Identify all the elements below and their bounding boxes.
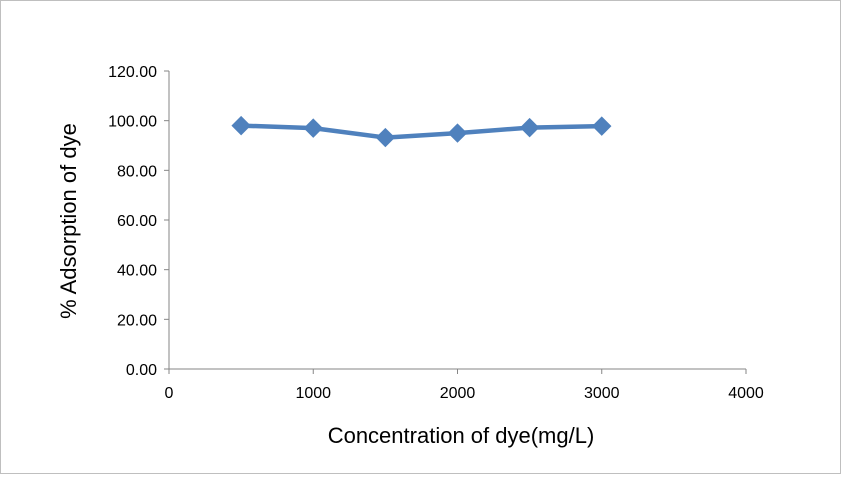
data-point-diamond: [447, 123, 468, 143]
series-0: [231, 115, 612, 148]
y-tick-label: 100.00: [108, 114, 157, 131]
y-tick-label: 40.00: [117, 263, 157, 280]
axes: [164, 70, 747, 374]
x-tick-label: 3000: [584, 385, 620, 402]
data-point-diamond: [519, 117, 540, 138]
y-axis-title: % Adsorption of dye: [56, 123, 81, 319]
series: [231, 115, 612, 148]
x-tick-label: 1000: [295, 385, 331, 402]
y-tick-label: 0.00: [126, 362, 157, 379]
x-tick-label: 4000: [728, 385, 764, 402]
data-point-diamond: [375, 127, 396, 148]
data-point-diamond: [231, 115, 251, 136]
y-tick-label: 60.00: [117, 213, 157, 230]
x-tick-label: 2000: [440, 385, 476, 402]
y-tick-label: 80.00: [117, 163, 157, 180]
y-tick-label: 120.00: [108, 64, 157, 81]
series-line: [241, 123, 602, 140]
x-tick-label: 0: [165, 385, 174, 402]
data-point-diamond: [592, 116, 612, 136]
tick-labels: 0.00 20.00 40.00 60.00 80.00 100.00 120.00 0 100…: [108, 64, 764, 402]
data-point-diamond: [303, 118, 323, 138]
x-axis-title: Concentration of dye(mg/L): [328, 423, 595, 448]
y-tick-label: 20.00: [117, 312, 157, 329]
